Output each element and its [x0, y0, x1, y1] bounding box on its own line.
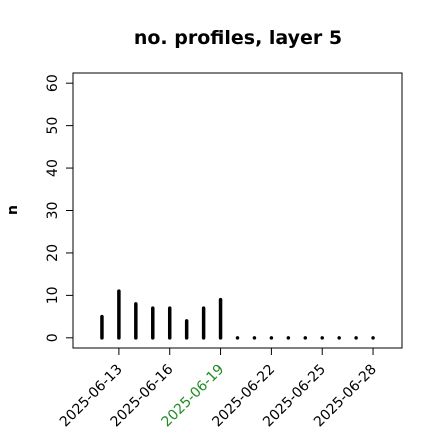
y-tick-label: 60	[45, 74, 61, 92]
y-tick-label: 50	[45, 117, 61, 135]
plot-frame	[72, 72, 403, 349]
chart-title: no. profiles, layer 5	[134, 27, 342, 49]
y-tick-label: 0	[45, 333, 61, 342]
y-axis-label: n	[5, 205, 21, 215]
y-tick-label: 20	[45, 244, 61, 262]
y-tick-label: 40	[45, 159, 61, 177]
y-tick-label: 30	[45, 202, 61, 220]
y-tick-label: 10	[45, 286, 61, 304]
